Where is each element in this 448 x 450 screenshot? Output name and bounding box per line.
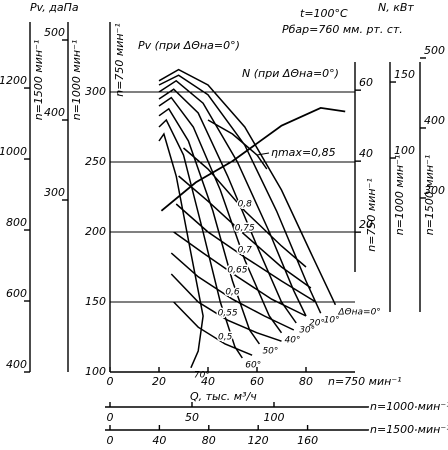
extra-tick-label: 800 <box>6 216 27 229</box>
annotation: N (при ΔΘна=0°) <box>242 67 339 80</box>
y2-tick-label: 20 <box>359 218 373 231</box>
annotation: Pбар=760 мм. рт. ст. <box>282 23 403 36</box>
series-label: 10° <box>324 316 340 326</box>
series-label: 0,7 <box>238 246 253 256</box>
extra-tick-label: 500 <box>44 26 65 39</box>
x-axis-label: n=750 мин⁻¹ <box>328 375 402 388</box>
extra-axis-label: n=1000 мин⁻¹ <box>70 40 83 121</box>
extra-tick-label: 400 <box>6 358 27 371</box>
y-tick-label: 250 <box>85 155 106 168</box>
x-tick-label: 60 <box>250 375 264 388</box>
power-curve <box>160 106 346 212</box>
extra-axis-label: n=1500 мин⁻¹ <box>32 40 45 121</box>
q-axis-title: Q, тыс. м³/ч <box>190 390 257 403</box>
extra-tick-label: 80 <box>202 434 216 447</box>
efficiency-curve <box>170 252 295 331</box>
extra-tick-label: 400 <box>424 114 445 127</box>
extra-tick-label: 0 <box>107 411 114 424</box>
extra-axis-label: n=1500 мин⁻¹ <box>423 155 436 236</box>
series-label: 0,6 <box>225 288 240 298</box>
series-label: 40° <box>285 335 301 345</box>
extra-tick-label: 100 <box>263 411 284 424</box>
series-label: 0,75 <box>235 223 255 233</box>
extra-tick-label: 100 <box>394 144 415 157</box>
efficiency-curve <box>173 231 307 317</box>
extra-axis-label: n=1000 мин⁻¹ <box>370 400 448 413</box>
efficiency-curve <box>183 147 307 268</box>
series-label: 60° <box>245 361 261 371</box>
y2-tick-label: 40 <box>359 147 373 160</box>
y-tick-label: 100 <box>85 365 106 378</box>
x-tick-label: 20 <box>152 375 166 388</box>
series-label: ηmax=0,85 <box>271 146 336 159</box>
extra-tick-label: 500 <box>424 44 445 57</box>
extra-tick-label: 300 <box>44 186 65 199</box>
annotation: t=100°C <box>300 7 348 20</box>
pressure-curve <box>158 88 297 324</box>
series-label: 50° <box>262 347 278 357</box>
series-label: 0,65 <box>227 265 247 275</box>
extra-tick-label: 600 <box>6 287 27 300</box>
pressure-curve <box>158 132 204 369</box>
extra-tick-label: 1000 <box>0 145 27 158</box>
y-tick-label: 150 <box>85 295 106 308</box>
extra-axis-label: n=1000 мин⁻¹ <box>393 155 406 236</box>
series-label: 0,5 <box>218 333 233 343</box>
series-label: 0,8 <box>238 200 253 210</box>
series-label: 0,55 <box>218 309 238 319</box>
series-label: 20° <box>309 319 325 329</box>
y-tick-label: 200 <box>85 225 106 238</box>
x-tick-label: 0 <box>107 375 114 388</box>
n-axis-title: N, кВт <box>378 1 414 14</box>
y-tick-label: 300 <box>85 85 106 98</box>
series-label: 30° <box>299 326 315 336</box>
y-axis-label: n=750 мин⁻¹ <box>113 23 126 97</box>
pressure-curve <box>158 118 243 359</box>
efficiency-curve <box>175 203 317 303</box>
efficiency-curve <box>173 301 253 356</box>
pressure-curve <box>158 96 283 334</box>
extra-tick-label: 300 <box>424 184 445 197</box>
extra-tick-label: 160 <box>297 434 318 447</box>
p-axis-title: Pv, даПа <box>30 1 79 14</box>
pressure-curve <box>158 68 337 306</box>
y2-axis-label: n=750 мин⁻¹ <box>365 178 378 252</box>
x-tick-label: 40 <box>201 375 215 388</box>
efficiency-curve <box>178 175 312 289</box>
extra-tick-label: 50 <box>185 411 199 424</box>
efficiency-curve <box>170 273 282 342</box>
extra-tick-label: 120 <box>248 434 269 447</box>
extra-tick-label: 400 <box>44 106 65 119</box>
series-label: ΔΘна=0° <box>337 307 380 317</box>
y2-tick-label: 60 <box>359 76 373 89</box>
leader <box>256 152 270 156</box>
pressure-curve <box>158 79 307 317</box>
extra-axis-label: n=1500 мин⁻¹ <box>370 423 448 436</box>
series-label: 70° <box>194 370 210 380</box>
extra-tick-label: 1200 <box>0 74 27 87</box>
efficiency-curve <box>207 119 268 170</box>
x-tick-label: 80 <box>299 375 313 388</box>
annotation: Pv (при ΔΘна=0°) <box>138 39 240 52</box>
extra-tick-label: 0 <box>107 434 114 447</box>
extra-tick-label: 40 <box>152 434 166 447</box>
extra-tick-label: 150 <box>394 68 415 81</box>
